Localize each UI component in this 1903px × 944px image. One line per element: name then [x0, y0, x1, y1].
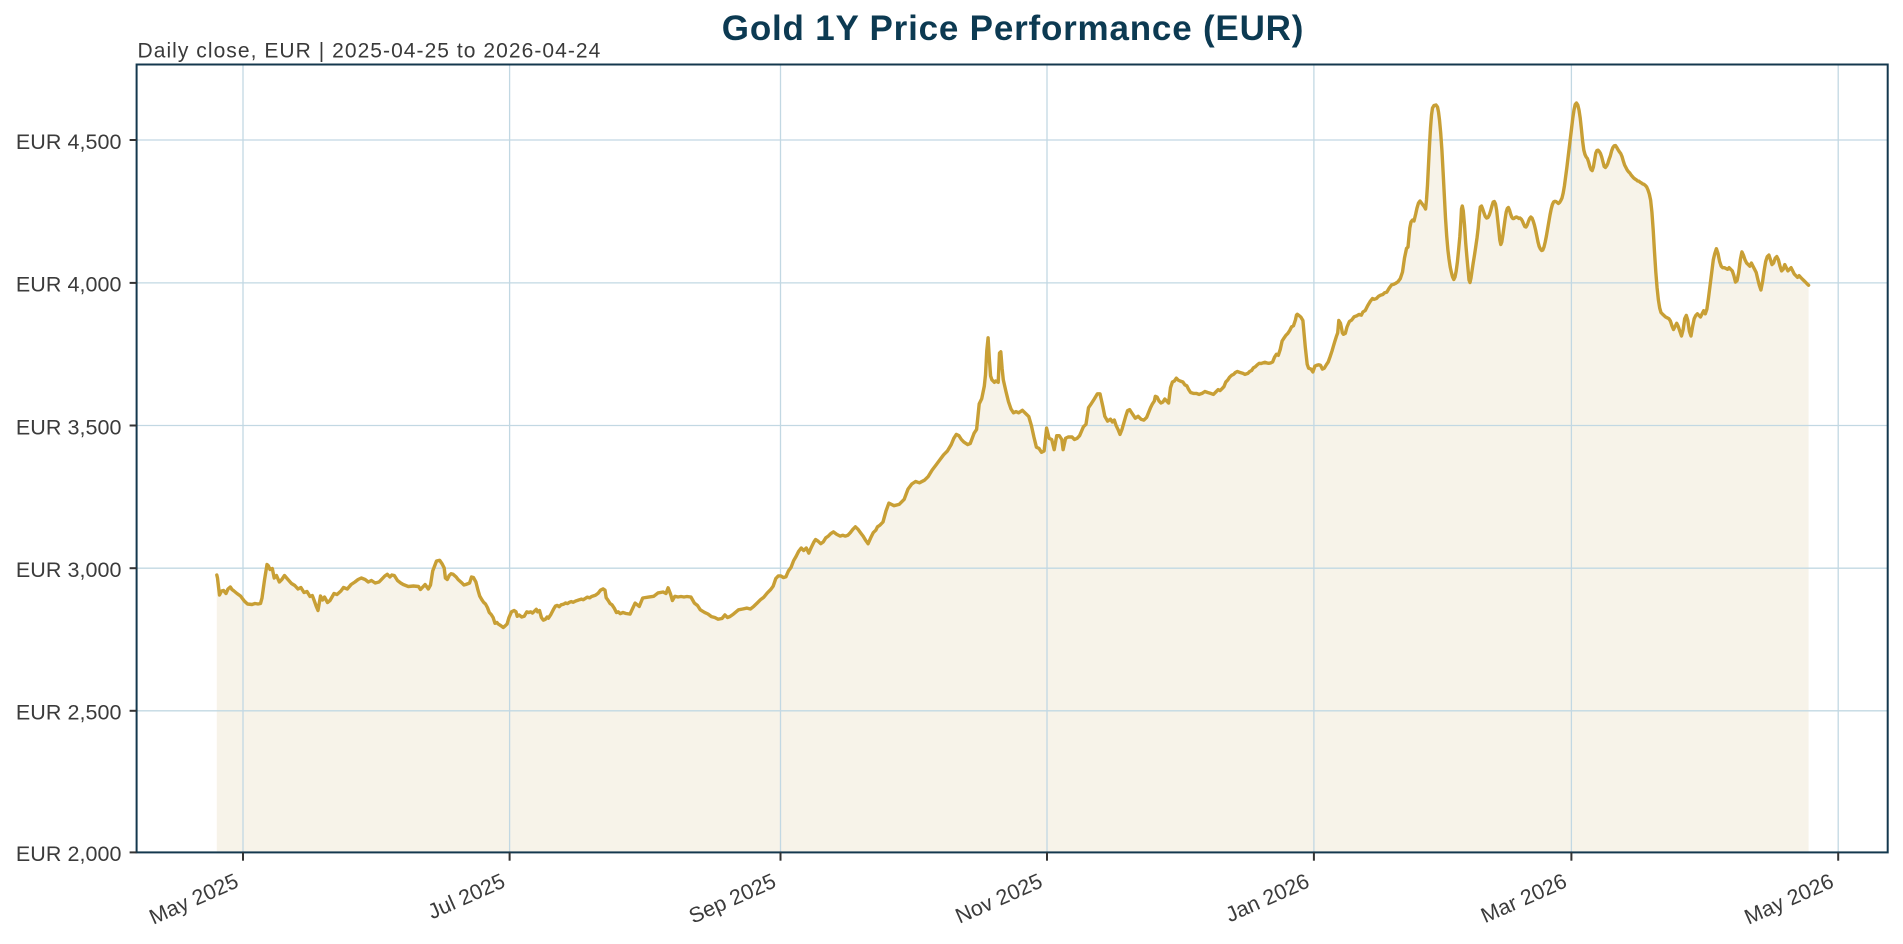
svg-text:EUR 3,000: EUR 3,000: [16, 558, 122, 582]
svg-text:Mar 2026: Mar 2026: [1477, 869, 1570, 928]
svg-text:Sep 2025: Sep 2025: [685, 869, 779, 929]
svg-text:EUR 2,000: EUR 2,000: [16, 842, 122, 866]
svg-text:EUR 4,500: EUR 4,500: [16, 130, 122, 154]
svg-text:Jul 2025: Jul 2025: [424, 869, 508, 924]
svg-text:Daily close, EUR | 2025-04-25: Daily close, EUR | 2025-04-25 to 2026-04…: [138, 40, 602, 63]
svg-text:EUR 2,500: EUR 2,500: [16, 701, 122, 725]
svg-text:May 2026: May 2026: [1741, 869, 1837, 929]
svg-text:EUR 4,000: EUR 4,000: [16, 273, 122, 297]
svg-text:Nov 2025: Nov 2025: [952, 869, 1046, 929]
svg-text:Jan 2026: Jan 2026: [1222, 869, 1313, 927]
svg-text:EUR 3,500: EUR 3,500: [16, 415, 122, 439]
svg-text:May 2025: May 2025: [146, 869, 242, 929]
svg-text:Gold 1Y Price Performance (EUR: Gold 1Y Price Performance (EUR): [722, 9, 1304, 48]
